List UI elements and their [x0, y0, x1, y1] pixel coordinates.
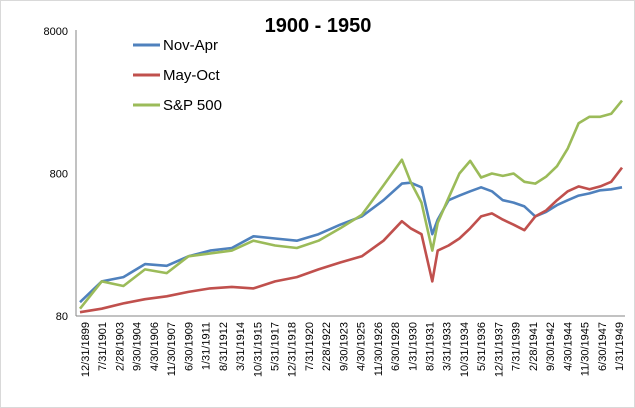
x-tick-label: 12/31/1918	[287, 322, 299, 377]
x-tick-label: 5/31/1936	[476, 322, 488, 371]
x-tick-label: 1/31/1911	[201, 322, 213, 370]
legend-label: S&P 500	[163, 97, 222, 114]
x-tick-label: 6/30/1947	[597, 322, 609, 371]
x-tick-label: 4/30/1944	[562, 322, 574, 371]
x-tick-label: 7/31/1939	[511, 322, 523, 371]
x-tick-label: 1/31/1949	[614, 322, 626, 371]
y-tick-labels: 8000 800 80	[44, 26, 68, 323]
x-tick-label: 11/30/1907	[166, 322, 178, 376]
series-layer	[78, 99, 624, 314]
chart-title: 1900 - 1950	[265, 15, 372, 37]
x-tick-label: 7/31/1901	[97, 322, 109, 371]
x-tick-label: 9/30/1923	[338, 322, 350, 371]
x-tick-label: 4/30/1906	[149, 322, 161, 371]
y-tick-label: 800	[50, 169, 68, 181]
series-line-may-oct	[79, 166, 624, 314]
x-tick-label: 6/30/1909	[183, 322, 195, 371]
x-tick-label: 3/31/1933	[442, 322, 454, 371]
x-tick-label: 5/31/1917	[269, 322, 281, 371]
x-tick-label: 2/28/1903	[114, 322, 126, 371]
x-tick-labels: 12/31/1899 7/31/1901 2/28/1903 9/30/1904 4/3…	[80, 322, 626, 377]
x-tick-label: 9/30/1942	[545, 322, 557, 371]
legend-label: Nov-Apr	[163, 37, 218, 54]
x-tick-label: 3/31/1914	[235, 322, 247, 371]
x-tick-label: 2/28/1922	[321, 322, 333, 371]
x-tick-label: 4/30/1925	[356, 322, 368, 371]
legend-label: May-Oct	[163, 67, 221, 84]
x-tick-label: 12/31/1937	[493, 322, 505, 377]
x-tick-label: 11/30/1945	[580, 322, 592, 376]
x-tick-label: 1/31/1930	[407, 322, 419, 371]
x-tick-label: 9/30/1904	[132, 322, 144, 371]
x-tick-label: 12/31/1899	[80, 322, 92, 377]
x-tick-label: 2/28/1941	[528, 322, 540, 371]
legend: Nov-Apr May-Oct S&P 500	[133, 37, 222, 114]
x-tick-label: 8/31/1912	[218, 322, 230, 371]
series-line-nov-apr	[79, 181, 623, 304]
x-tick-label: 7/31/1920	[304, 322, 316, 371]
x-tick-label: 11/30/1926	[373, 322, 385, 376]
x-tick-label: 10/31/1915	[252, 322, 264, 377]
x-tick-label: 8/31/1931	[425, 322, 437, 371]
series-line-s-p-500	[78, 99, 624, 310]
y-tick-label: 80	[56, 311, 68, 323]
x-tick-label: 6/30/1928	[390, 322, 402, 371]
y-tick-label: 8000	[44, 26, 68, 38]
x-tick-label: 10/31/1934	[459, 322, 471, 377]
